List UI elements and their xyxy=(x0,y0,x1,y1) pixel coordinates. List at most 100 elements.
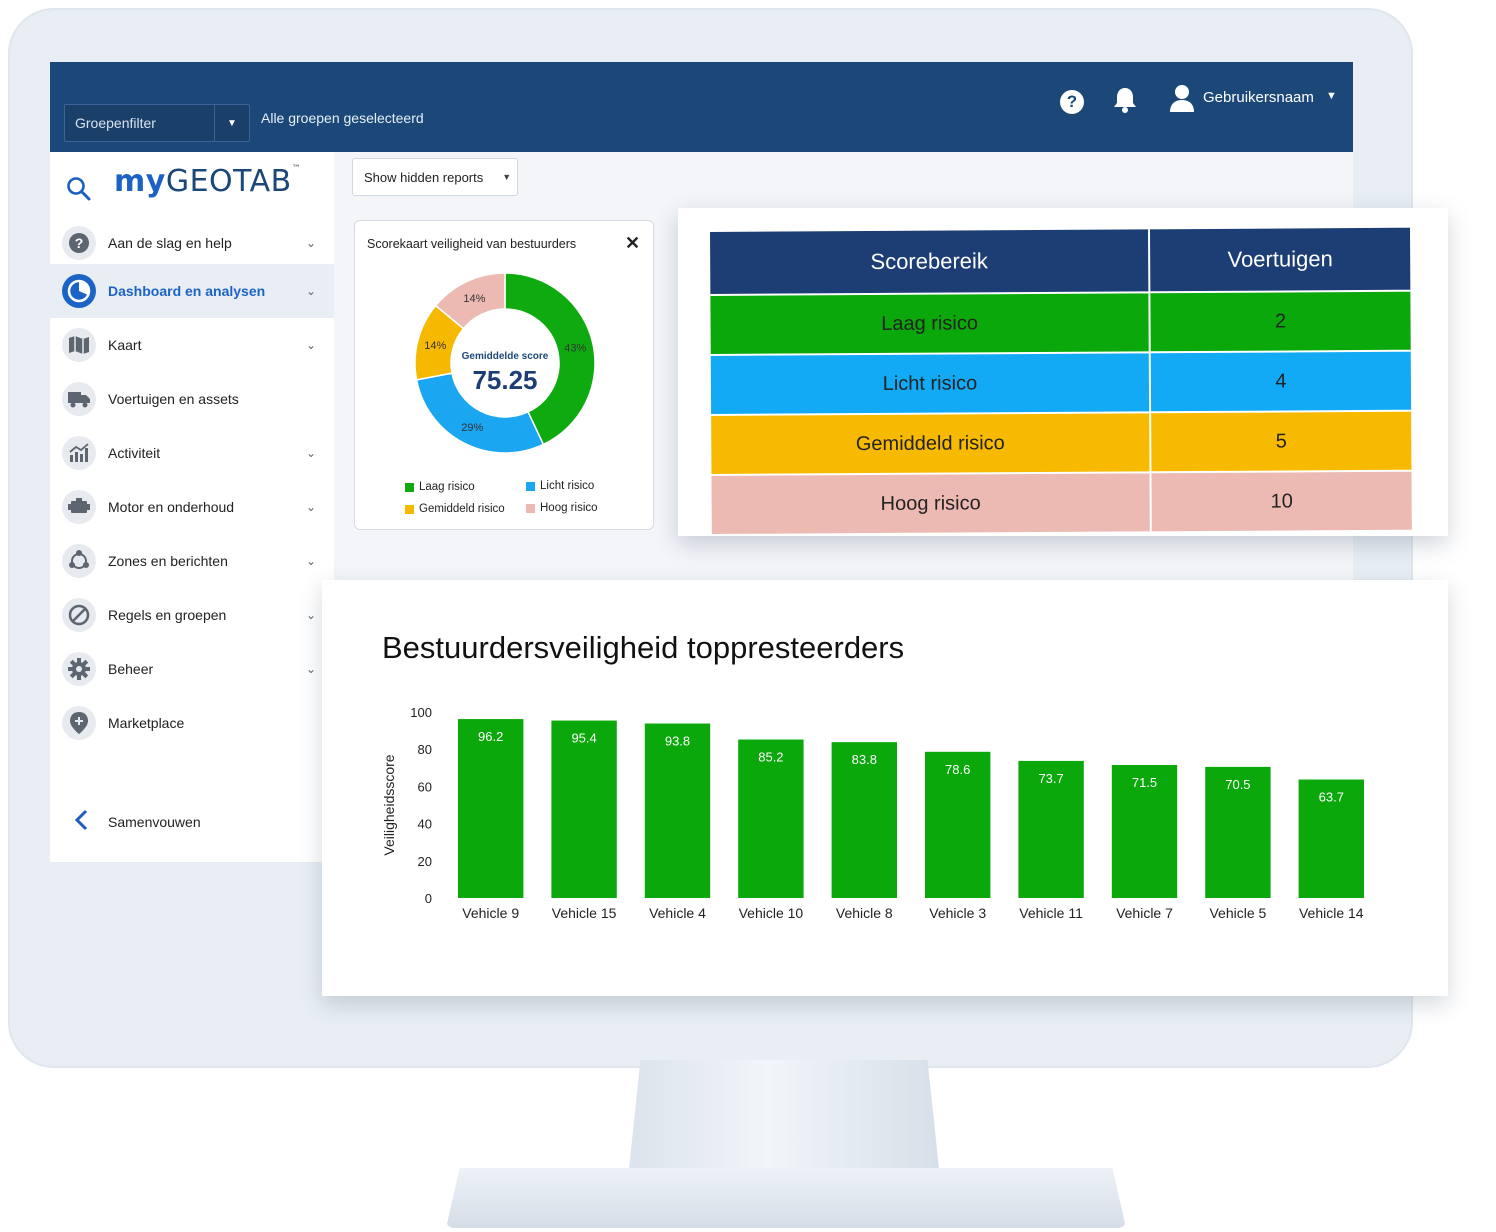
gear-icon xyxy=(62,652,96,686)
sidebar-item-label: Kaart xyxy=(108,337,142,353)
group-filter-dropdown[interactable]: Groepenfilter ▼ xyxy=(64,104,250,142)
sidebar-item-engine[interactable]: Motor en onderhoud ⌄ xyxy=(50,480,334,534)
sidebar-item-help[interactable]: ? Aan de slag en help ⌄ xyxy=(50,216,334,270)
svg-text:?: ? xyxy=(75,235,84,251)
donut-slice-label: 29% xyxy=(461,422,483,434)
safety-scorecard-widget: Scorekaart veiligheid van bestuurders ✕ … xyxy=(354,220,654,530)
show-hidden-reports-label: Show hidden reports xyxy=(364,169,484,185)
legend-medium-risk: Gemiddeld risico xyxy=(405,503,505,515)
search-icon[interactable] xyxy=(66,176,92,207)
average-score-label: Gemiddelde score xyxy=(462,351,549,362)
bar-value-label: 83.8 xyxy=(852,752,877,767)
sidebar-item-rules[interactable]: Regels en groepen ⌄ xyxy=(50,588,334,642)
bar-value-label: 96.2 xyxy=(478,729,503,744)
sidebar-item-activity[interactable]: Activiteit ⌄ xyxy=(50,426,334,480)
chevron-down-icon: ▼ xyxy=(502,172,512,182)
y-axis-label: Veiligheidsscore xyxy=(381,754,397,855)
show-hidden-reports-button[interactable]: Show hidden reports ▼ xyxy=(352,158,518,196)
username[interactable]: Gebruikersnaam xyxy=(1203,89,1314,106)
bar xyxy=(738,739,804,898)
bar xyxy=(458,719,524,898)
table-row: Laag risico 2 xyxy=(710,290,1412,355)
legend-swatch xyxy=(405,482,414,492)
y-tick-label: 0 xyxy=(425,891,432,906)
sidebar-item-label: Motor en onderhoud xyxy=(108,499,235,515)
bar xyxy=(1298,779,1364,898)
safety-score-bar-chart: 0 20 40 60 80 100 Veiligheidsscore 96.2 Vehicle … xyxy=(381,705,1364,921)
x-tick-label: Vehicle 15 xyxy=(552,905,617,921)
bar-value-label: 78.6 xyxy=(945,762,970,777)
sidebar-item-admin[interactable]: Beheer ⌄ xyxy=(50,642,334,696)
y-tick-label: 20 xyxy=(418,854,432,869)
score-donut-chart: 43% 29% 14% 14% Gemiddelde score 75.25 xyxy=(414,272,596,454)
monitor-stand-base xyxy=(446,1168,1126,1228)
y-tick-label: 40 xyxy=(418,817,432,832)
chevron-down-icon: ⌄ xyxy=(306,608,317,622)
sidebar-item-map[interactable]: Kaart ⌄ xyxy=(50,318,334,372)
vehicle-count-cell: 10 xyxy=(1150,470,1413,532)
chevron-down-icon: ⌄ xyxy=(306,500,317,514)
sidebar-item-label: Activiteit xyxy=(108,445,161,461)
donut-slice-label: 43% xyxy=(564,342,586,354)
chart-title: Bestuurdersveiligheid toppresteerders xyxy=(382,630,905,665)
chevron-down-icon[interactable]: ▼ xyxy=(214,105,249,141)
score-range-cell: Hoog risico xyxy=(711,472,1151,534)
risk-range-panel: Scorebereik Voertuigen Laag risico 2 Lic… xyxy=(678,208,1448,536)
x-tick-label: Vehicle 4 xyxy=(649,905,706,921)
help-icon[interactable]: ? xyxy=(1060,90,1084,114)
chevron-down-icon: ⌄ xyxy=(306,554,317,568)
sidebar-item-label: Aan de slag en help xyxy=(108,235,232,251)
sidebar-item-marketplace[interactable]: Marketplace xyxy=(50,696,334,750)
legend-swatch xyxy=(526,503,535,513)
legend-swatch xyxy=(526,481,535,491)
score-range-cell: Licht risico xyxy=(710,352,1151,415)
map-icon xyxy=(62,328,96,362)
close-icon[interactable]: ✕ xyxy=(625,233,641,253)
collapse-sidebar-button[interactable]: Samenvouwen xyxy=(50,802,334,842)
rules-icon xyxy=(62,598,96,632)
bar-value-label: 93.8 xyxy=(665,734,690,749)
bar xyxy=(551,720,617,898)
bar-value-label: 71.5 xyxy=(1132,775,1157,790)
table-header-row: Scorebereik Voertuigen xyxy=(710,227,1412,295)
table-row: Hoog risico 10 xyxy=(711,470,1413,534)
bar-value-label: 95.4 xyxy=(571,731,596,746)
bar xyxy=(1018,760,1084,898)
sidebar-item-label: Regels en groepen xyxy=(108,607,227,623)
sidebar-item-vehicles[interactable]: Voertuigen en assets xyxy=(50,372,334,426)
legend-swatch xyxy=(405,504,414,514)
bar-value-label: 73.7 xyxy=(1038,771,1063,786)
donut-slice-label: 14% xyxy=(463,293,485,305)
risk-range-table: Scorebereik Voertuigen Laag risico 2 Lic… xyxy=(710,227,1414,534)
user-icon[interactable] xyxy=(1170,84,1194,117)
y-tick-label: 100 xyxy=(410,705,432,720)
legend-label: Hoog risico xyxy=(540,502,598,514)
help-circle-icon: ? xyxy=(62,226,96,260)
vehicle-count-cell: 5 xyxy=(1150,410,1413,473)
sidebar-item-label: Voertuigen en assets xyxy=(108,391,239,407)
group-selection-info: Alle groepen geselecteerd xyxy=(261,110,424,126)
score-range-cell: Laag risico xyxy=(710,292,1150,355)
average-score-value: 75.25 xyxy=(472,365,537,395)
user-menu-chevron-icon[interactable]: ▼ xyxy=(1326,90,1337,102)
donut-slice xyxy=(434,272,506,330)
sidebar-item-dashboard[interactable]: Dashboard en analysen ⌄ xyxy=(50,264,334,318)
dashboard-icon xyxy=(62,274,96,308)
sidebar-item-label: Dashboard en analysen xyxy=(108,283,266,299)
table-row: Gemiddeld risico 5 xyxy=(711,410,1413,475)
legend-low-risk: Laag risico xyxy=(405,481,475,493)
x-tick-label: Vehicle 14 xyxy=(1299,905,1364,921)
mygeotab-logo: myGEOTAB™ xyxy=(114,164,302,199)
x-tick-label: Vehicle 8 xyxy=(836,905,893,921)
x-tick-label: Vehicle 7 xyxy=(1116,905,1173,921)
legend-label: Laag risico xyxy=(419,481,475,493)
sidebar-item-label: Beheer xyxy=(108,661,154,677)
bar xyxy=(925,751,991,898)
bell-icon[interactable] xyxy=(1112,86,1138,119)
top-performers-chart-panel: Bestuurdersveiligheid toppresteerders 0 2… xyxy=(322,580,1448,996)
y-tick-label: 60 xyxy=(418,779,432,794)
bar xyxy=(644,723,711,898)
legend-label: Gemiddeld risico xyxy=(419,503,505,515)
sidebar-item-zones[interactable]: Zones en berichten ⌄ xyxy=(50,534,334,588)
chevron-left-icon xyxy=(74,809,88,836)
